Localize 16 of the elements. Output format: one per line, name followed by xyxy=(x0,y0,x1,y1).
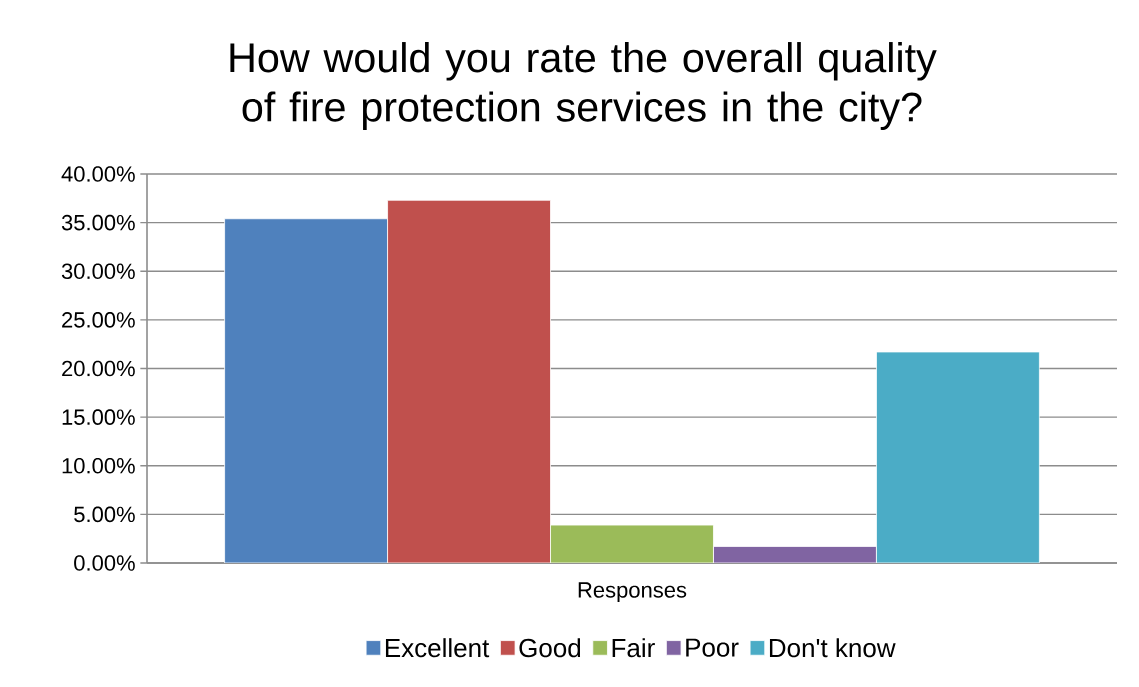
y-tick-label: 40.00% xyxy=(61,166,135,182)
legend-label: Fair xyxy=(612,638,655,658)
y-tick-label: 10.00% xyxy=(62,457,135,474)
y-tick-label: 25.00% xyxy=(62,312,135,328)
y-tick-label: 20.00% xyxy=(62,360,135,377)
legend-label: Poor xyxy=(686,638,739,657)
chart-title: How would you rate the overall quality of fire protection services in the city? xyxy=(230,42,937,130)
y-tick-label: 0.00% xyxy=(74,555,135,571)
legend-label: Good xyxy=(519,638,581,658)
y-tick-label: 15.00% xyxy=(62,409,135,425)
legend-label: Excellent xyxy=(385,638,490,658)
x-tick-label: Responses xyxy=(578,582,687,603)
y-tick-label: 35.00% xyxy=(61,214,135,231)
y-tick-label: 30.00% xyxy=(61,263,135,280)
y-tick-label: 5.00% xyxy=(74,506,135,523)
legend-label: Don't know xyxy=(769,638,896,658)
